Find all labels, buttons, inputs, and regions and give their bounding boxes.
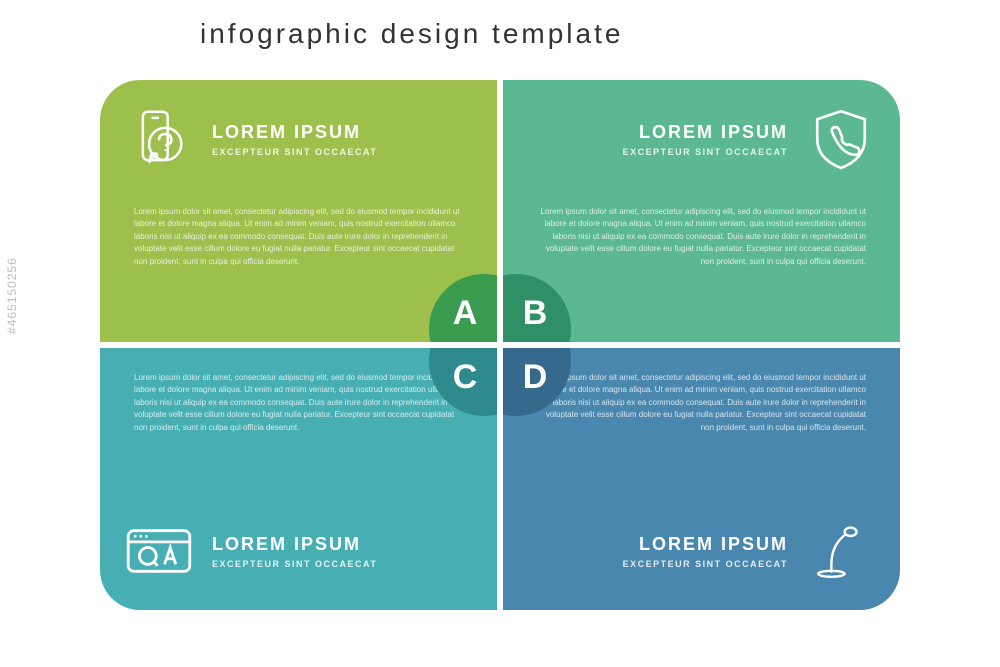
panel-d-header: LOREM IPSUM EXCEPTEUR SINT OCCAECAT (503, 492, 900, 610)
panel-a-letter-badge: A (429, 274, 497, 342)
panel-b-letter-badge: B (503, 274, 571, 342)
panel-c-headings: LOREM IPSUM EXCEPTEUR SINT OCCAECAT (212, 534, 473, 569)
browser-qa-icon (124, 511, 194, 591)
panel-a-body: Lorem ipsum dolor sit amet, consectetur … (100, 198, 497, 278)
panel-a-heading: LOREM IPSUM (212, 122, 473, 143)
panel-d-letter: D (523, 358, 548, 397)
panel-c-letter: C (453, 358, 478, 397)
mobile-question-icon (124, 99, 194, 179)
watermark-id: #465150256 (5, 257, 19, 334)
panel-b-body: Lorem ipsum dolor sit amet, consectetur … (503, 198, 900, 278)
panel-d-headings: LOREM IPSUM EXCEPTEUR SINT OCCAECAT (527, 534, 788, 569)
infographic-grid: LOREM IPSUM EXCEPTEUR SINT OCCAECAT Lore… (100, 80, 900, 610)
panel-c-subheading: EXCEPTEUR SINT OCCAECAT (212, 559, 473, 569)
panel-b: LOREM IPSUM EXCEPTEUR SINT OCCAECAT Lore… (503, 80, 900, 342)
panel-b-header: LOREM IPSUM EXCEPTEUR SINT OCCAECAT (503, 80, 900, 198)
microphone-desk-icon (806, 511, 876, 591)
panel-c-heading: LOREM IPSUM (212, 534, 473, 555)
panel-a: LOREM IPSUM EXCEPTEUR SINT OCCAECAT Lore… (100, 80, 497, 342)
panel-b-headings: LOREM IPSUM EXCEPTEUR SINT OCCAECAT (527, 122, 788, 157)
panel-b-letter: B (523, 294, 548, 333)
panel-d: Lorem ipsum dolor sit amet, consectetur … (503, 348, 900, 610)
shield-phone-icon (806, 99, 876, 179)
panel-a-header: LOREM IPSUM EXCEPTEUR SINT OCCAECAT (100, 80, 497, 198)
panel-b-heading: LOREM IPSUM (527, 122, 788, 143)
panel-d-heading: LOREM IPSUM (527, 534, 788, 555)
panel-c: Lorem ipsum dolor sit amet, consectetur … (100, 348, 497, 610)
panel-c-header: LOREM IPSUM EXCEPTEUR SINT OCCAECAT (100, 492, 497, 610)
page-title: infographic design template (200, 18, 623, 50)
panel-b-subheading: EXCEPTEUR SINT OCCAECAT (527, 147, 788, 157)
panel-a-headings: LOREM IPSUM EXCEPTEUR SINT OCCAECAT (212, 122, 473, 157)
panel-a-subheading: EXCEPTEUR SINT OCCAECAT (212, 147, 473, 157)
panel-d-subheading: EXCEPTEUR SINT OCCAECAT (527, 559, 788, 569)
panel-a-letter: A (453, 294, 478, 333)
